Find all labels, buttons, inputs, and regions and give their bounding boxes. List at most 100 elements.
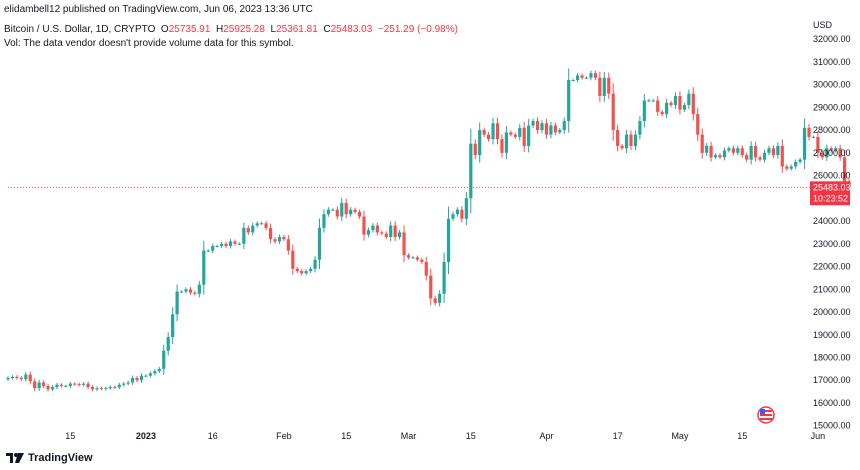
- candle-body: [59, 384, 63, 386]
- candle-body: [46, 385, 50, 390]
- candle-body: [326, 209, 330, 215]
- candle: [558, 128, 562, 135]
- candle-body: [122, 383, 126, 385]
- candle-body: [687, 93, 691, 106]
- candle-body: [95, 388, 99, 390]
- candle: [15, 375, 19, 380]
- candle: [713, 153, 718, 160]
- candle-body: [513, 134, 517, 137]
- candle-body: [749, 145, 753, 160]
- candle-body: [620, 145, 624, 149]
- candle-body: [273, 239, 277, 242]
- candle-body: [264, 223, 268, 228]
- candle: [335, 206, 339, 220]
- candle: [148, 371, 152, 378]
- candle-body: [518, 127, 522, 137]
- candle: [184, 287, 188, 294]
- candle: [776, 142, 780, 159]
- candle: [531, 118, 535, 129]
- candle: [647, 99, 651, 102]
- candle-body: [696, 114, 700, 135]
- candle-body: [767, 148, 771, 153]
- x-tick-label: 15: [737, 431, 747, 441]
- close-value: 25483.03: [330, 24, 373, 35]
- high-value: 25925.28: [223, 24, 265, 35]
- candle: [291, 244, 295, 275]
- candle: [838, 144, 842, 161]
- candle: [473, 139, 477, 160]
- candle: [322, 209, 326, 233]
- candle-body: [286, 239, 290, 251]
- candle-body: [834, 148, 838, 151]
- x-tick-label: Mar: [401, 431, 417, 441]
- candle-body: [460, 209, 464, 219]
- candle-body: [50, 387, 55, 390]
- candle: [433, 295, 437, 306]
- candle-body: [246, 227, 250, 233]
- candle: [304, 269, 308, 276]
- candle-body: [117, 384, 121, 388]
- candle-body: [393, 225, 397, 237]
- candle: [295, 266, 299, 274]
- candle: [246, 225, 250, 235]
- candle-body: [794, 161, 798, 167]
- candle-body: [838, 148, 842, 158]
- candle-body: [438, 293, 442, 303]
- candle: [500, 134, 504, 158]
- candle-body: [166, 337, 170, 351]
- candle: [705, 142, 709, 156]
- x-tick-label: 15: [65, 431, 75, 441]
- candle-body: [344, 202, 348, 215]
- close-label: C: [323, 24, 331, 35]
- time-axis: 15202316Feb15Mar15Apr17May15Jun15: [65, 431, 825, 441]
- us-flag-event-icon[interactable]: [757, 406, 775, 424]
- candle-body: [15, 376, 19, 378]
- candle: [224, 241, 228, 248]
- candle-body: [807, 127, 811, 137]
- candle-body: [758, 157, 762, 160]
- candle-body: [638, 120, 642, 135]
- candle-body: [611, 93, 615, 131]
- candle-body: [736, 148, 740, 153]
- candle-body: [429, 275, 433, 299]
- candle: [544, 119, 549, 139]
- candle-body: [64, 385, 68, 387]
- candle: [718, 153, 722, 160]
- candle: [562, 117, 566, 134]
- candle: [785, 164, 789, 171]
- price-axis: USD 15000.00 16000.00 17000.00 18000.00 19000…: [813, 20, 851, 431]
- candle-body: [86, 383, 90, 388]
- candle: [402, 225, 406, 263]
- candle-body: [153, 371, 157, 374]
- candle-body: [389, 225, 393, 237]
- candle-body: [188, 289, 193, 293]
- candle-body: [762, 152, 767, 160]
- candle-body: [464, 198, 468, 219]
- candle-body: [215, 246, 219, 248]
- y-tick-label: 22000.00: [813, 262, 851, 272]
- symbol-name: Bitcoin / U.S. Dollar, 1D, CRYPTO: [4, 24, 156, 35]
- tradingview-logo[interactable]: TradingView: [6, 452, 93, 464]
- candle: [678, 91, 682, 115]
- candle-body: [37, 382, 41, 389]
- candle-body: [598, 77, 602, 96]
- candle: [624, 129, 629, 154]
- candle: [166, 332, 170, 356]
- candle: [446, 206, 451, 275]
- candle-body: [295, 268, 299, 272]
- candle: [616, 124, 620, 152]
- candle: [317, 218, 322, 270]
- candle: [642, 94, 646, 128]
- candle-body: [366, 230, 371, 235]
- candle: [478, 122, 482, 163]
- candle-body: [727, 148, 731, 151]
- candle: [816, 131, 820, 159]
- last-price-label: 25483.03: [813, 182, 851, 192]
- candle-body: [68, 383, 72, 386]
- candle-body: [820, 152, 824, 158]
- candle: [233, 239, 237, 246]
- candle-body: [353, 209, 357, 212]
- candle-body: [131, 377, 135, 383]
- y-tick-label: 17000.00: [813, 375, 851, 385]
